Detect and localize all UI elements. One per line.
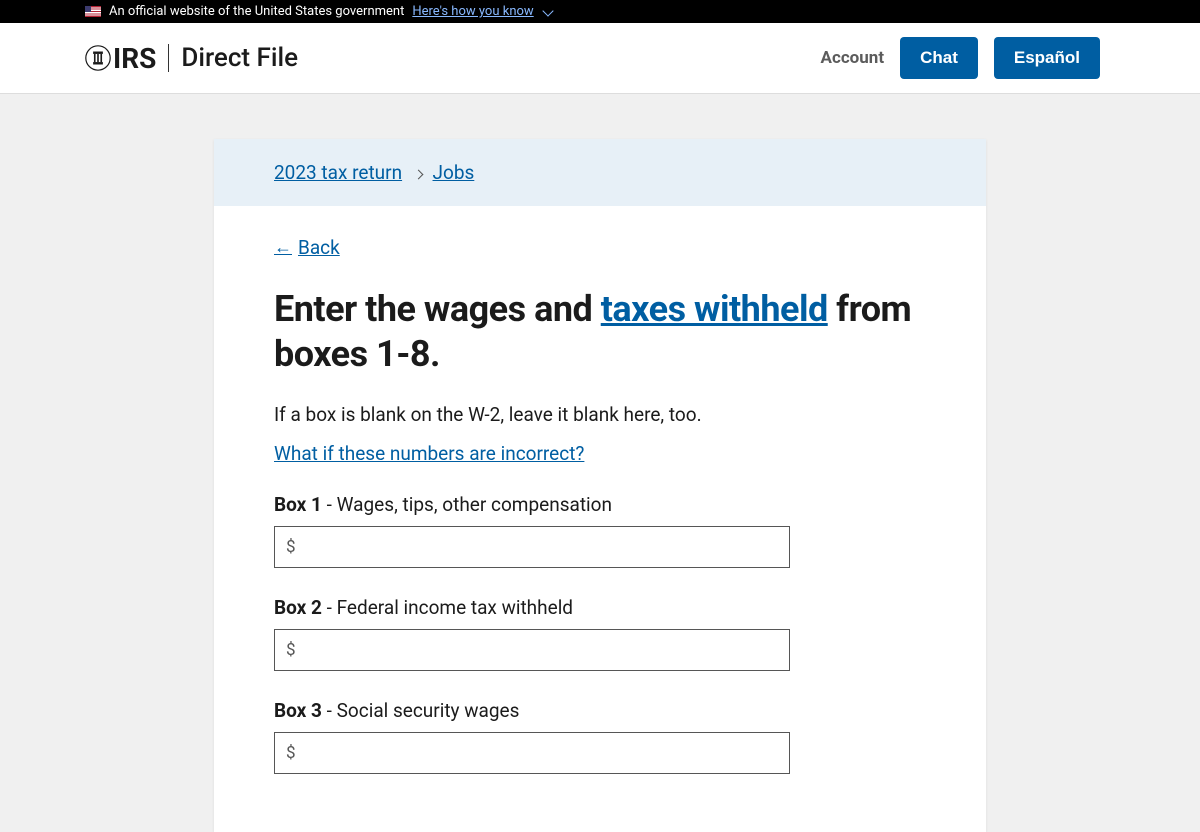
breadcrumb-current[interactable]: Jobs [433,161,475,184]
input-wrapper-2: $ [274,629,790,671]
instruction-text: If a box is blank on the W-2, leave it b… [274,403,926,426]
back-label: Back [298,236,340,259]
gov-banner-link[interactable]: Here's how you know [412,4,533,19]
field-box-num-3: Box 3 [274,699,322,722]
back-link[interactable]: ← Back [274,236,340,259]
help-link[interactable]: What if these numbers are incorrect? [274,442,584,465]
field-box-num-1: Box 1 [274,493,322,516]
breadcrumb-root[interactable]: 2023 tax return [274,161,402,184]
site-header: IRS Direct File Account Chat Español [0,23,1200,94]
language-button[interactable]: Español [994,37,1100,79]
gov-banner-text: An official website of the United States… [109,4,404,19]
header-actions: Account Chat Español [821,37,1100,79]
box-2-input[interactable] [274,629,790,671]
us-flag-icon [85,6,101,17]
page-title: Enter the wages and taxes withheld from … [274,287,926,377]
input-wrapper-3: $ [274,732,790,774]
field-box-3: Box 3 - Social security wages $ [274,699,926,774]
gov-banner: An official website of the United States… [0,0,1200,23]
field-desc-2: - Federal income tax withheld [322,596,573,619]
account-link[interactable]: Account [821,48,885,68]
brand-product: Direct File [181,43,298,73]
field-desc-1: - Wages, tips, other compensation [322,493,612,516]
brand-divider [168,44,169,72]
dollar-icon: $ [286,640,296,660]
field-box-1: Box 1 - Wages, tips, other compensation … [274,493,926,568]
brand: IRS Direct File [85,42,298,75]
field-box-num-2: Box 2 [274,596,322,619]
field-label-1: Box 1 - Wages, tips, other compensation [274,493,926,516]
content-area: ← Back Enter the wages and taxes withhel… [214,206,986,832]
irs-logo[interactable]: IRS [85,42,156,75]
heading-part1: Enter the wages and [274,288,601,330]
chat-button[interactable]: Chat [900,37,978,79]
dollar-icon: $ [286,743,296,763]
irs-seal-icon [85,45,111,71]
breadcrumb: 2023 tax return Jobs [214,139,986,206]
field-label-3: Box 3 - Social security wages [274,699,926,722]
main-card: 2023 tax return Jobs ← Back Enter the wa… [214,139,986,832]
chevron-right-icon [413,170,423,180]
brand-agency: IRS [113,42,156,75]
box-1-input[interactable] [274,526,790,568]
chevron-down-icon [542,5,553,16]
field-label-2: Box 2 - Federal income tax withheld [274,596,926,619]
box-3-input[interactable] [274,732,790,774]
field-desc-3: - Social security wages [322,699,519,722]
field-box-2: Box 2 - Federal income tax withheld $ [274,596,926,671]
arrow-left-icon: ← [274,237,292,258]
heading-link[interactable]: taxes withheld [601,288,828,330]
input-wrapper-1: $ [274,526,790,568]
dollar-icon: $ [286,537,296,557]
